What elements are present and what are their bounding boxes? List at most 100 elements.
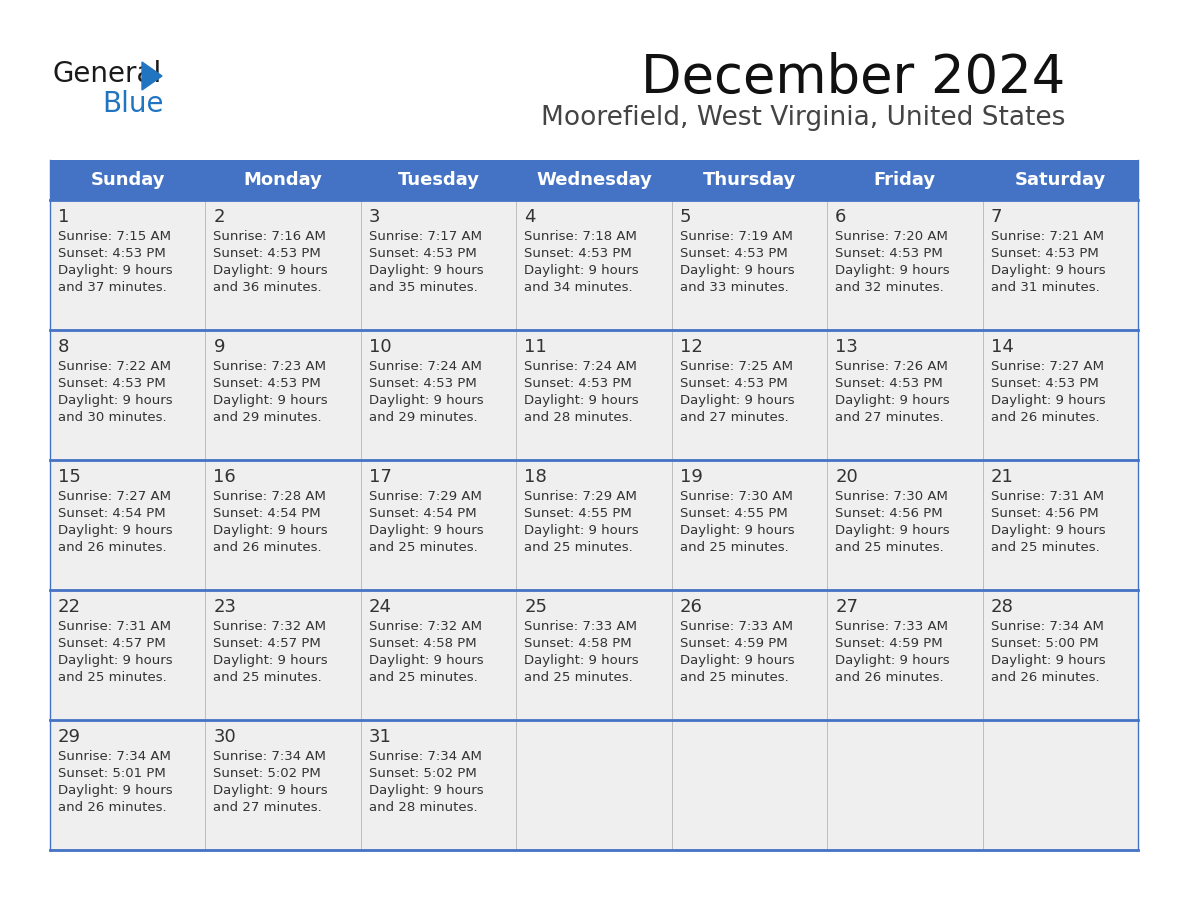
Text: Sunset: 4:57 PM: Sunset: 4:57 PM [58, 637, 166, 650]
Bar [982, 200, 1138, 330]
Bar [206, 720, 361, 850]
Text: Sunrise: 7:20 AM: Sunrise: 7:20 AM [835, 230, 948, 243]
Text: 17: 17 [368, 468, 392, 486]
Text: 7: 7 [991, 208, 1001, 226]
Text: Sunset: 4:53 PM: Sunset: 4:53 PM [214, 377, 321, 390]
Text: and 32 minutes.: and 32 minutes. [835, 281, 944, 294]
Text: Daylight: 9 hours: Daylight: 9 hours [991, 264, 1105, 277]
Bar [50, 590, 206, 720]
Text: General: General [52, 60, 162, 88]
Text: Daylight: 9 hours: Daylight: 9 hours [991, 394, 1105, 407]
Text: 6: 6 [835, 208, 847, 226]
Bar [517, 590, 671, 720]
Text: Daylight: 9 hours: Daylight: 9 hours [368, 524, 484, 537]
Text: 30: 30 [214, 728, 236, 746]
Text: 20: 20 [835, 468, 858, 486]
Text: 28: 28 [991, 598, 1013, 616]
Bar [361, 720, 517, 850]
Text: Sunset: 5:00 PM: Sunset: 5:00 PM [991, 637, 1098, 650]
Text: Daylight: 9 hours: Daylight: 9 hours [214, 394, 328, 407]
Bar [671, 200, 827, 330]
Text: and 28 minutes.: and 28 minutes. [368, 801, 478, 814]
Text: Sunset: 4:53 PM: Sunset: 4:53 PM [58, 247, 166, 260]
Text: Daylight: 9 hours: Daylight: 9 hours [214, 784, 328, 797]
Text: Sunrise: 7:33 AM: Sunrise: 7:33 AM [835, 620, 948, 633]
Bar [671, 460, 827, 590]
Text: and 26 minutes.: and 26 minutes. [991, 671, 1099, 684]
Text: Blue: Blue [102, 90, 164, 118]
Text: Sunset: 4:54 PM: Sunset: 4:54 PM [368, 507, 476, 520]
Text: Sunrise: 7:22 AM: Sunrise: 7:22 AM [58, 360, 171, 373]
Text: Sunset: 4:57 PM: Sunset: 4:57 PM [214, 637, 321, 650]
Text: Sunrise: 7:23 AM: Sunrise: 7:23 AM [214, 360, 327, 373]
Text: Sunrise: 7:15 AM: Sunrise: 7:15 AM [58, 230, 171, 243]
Text: Daylight: 9 hours: Daylight: 9 hours [214, 654, 328, 667]
Text: Sunset: 4:53 PM: Sunset: 4:53 PM [680, 377, 788, 390]
Bar [50, 330, 206, 460]
Text: Thursday: Thursday [703, 171, 796, 189]
Text: Sunset: 4:58 PM: Sunset: 4:58 PM [524, 637, 632, 650]
Bar [206, 330, 361, 460]
Text: Sunset: 4:59 PM: Sunset: 4:59 PM [835, 637, 943, 650]
Text: Saturday: Saturday [1015, 171, 1106, 189]
Text: Sunrise: 7:26 AM: Sunrise: 7:26 AM [835, 360, 948, 373]
Text: and 36 minutes.: and 36 minutes. [214, 281, 322, 294]
Text: 15: 15 [58, 468, 81, 486]
Text: Sunset: 4:53 PM: Sunset: 4:53 PM [835, 247, 943, 260]
Text: and 25 minutes.: and 25 minutes. [524, 671, 633, 684]
Text: 12: 12 [680, 338, 702, 356]
Text: 3: 3 [368, 208, 380, 226]
Text: Daylight: 9 hours: Daylight: 9 hours [680, 524, 795, 537]
Text: Daylight: 9 hours: Daylight: 9 hours [680, 394, 795, 407]
Bar [982, 720, 1138, 850]
Text: and 25 minutes.: and 25 minutes. [680, 541, 789, 554]
Text: Sunrise: 7:25 AM: Sunrise: 7:25 AM [680, 360, 792, 373]
Text: Sunset: 4:56 PM: Sunset: 4:56 PM [991, 507, 1098, 520]
Text: 22: 22 [58, 598, 81, 616]
Text: Sunset: 4:53 PM: Sunset: 4:53 PM [524, 377, 632, 390]
Text: Daylight: 9 hours: Daylight: 9 hours [524, 654, 639, 667]
Text: Sunset: 4:53 PM: Sunset: 4:53 PM [214, 247, 321, 260]
Text: Sunrise: 7:31 AM: Sunrise: 7:31 AM [58, 620, 171, 633]
Text: Sunrise: 7:34 AM: Sunrise: 7:34 AM [368, 750, 481, 763]
Text: Daylight: 9 hours: Daylight: 9 hours [214, 524, 328, 537]
Text: Sunrise: 7:33 AM: Sunrise: 7:33 AM [680, 620, 792, 633]
Text: Sunset: 4:55 PM: Sunset: 4:55 PM [524, 507, 632, 520]
Text: and 33 minutes.: and 33 minutes. [680, 281, 789, 294]
Text: and 26 minutes.: and 26 minutes. [835, 671, 943, 684]
Bar [517, 330, 671, 460]
Polygon shape [143, 62, 162, 90]
Text: Daylight: 9 hours: Daylight: 9 hours [58, 784, 172, 797]
Text: 23: 23 [214, 598, 236, 616]
Text: and 27 minutes.: and 27 minutes. [835, 411, 944, 424]
Text: 21: 21 [991, 468, 1013, 486]
Text: and 25 minutes.: and 25 minutes. [524, 541, 633, 554]
Text: and 37 minutes.: and 37 minutes. [58, 281, 166, 294]
Text: and 29 minutes.: and 29 minutes. [368, 411, 478, 424]
Bar [671, 590, 827, 720]
Text: Sunset: 4:54 PM: Sunset: 4:54 PM [58, 507, 165, 520]
Text: Sunday: Sunday [90, 171, 165, 189]
Bar [206, 460, 361, 590]
Bar [827, 720, 982, 850]
Bar [671, 720, 827, 850]
Text: Sunrise: 7:24 AM: Sunrise: 7:24 AM [524, 360, 637, 373]
Text: Sunset: 4:53 PM: Sunset: 4:53 PM [58, 377, 166, 390]
Text: Daylight: 9 hours: Daylight: 9 hours [214, 264, 328, 277]
Text: Daylight: 9 hours: Daylight: 9 hours [58, 524, 172, 537]
Text: Daylight: 9 hours: Daylight: 9 hours [991, 654, 1105, 667]
Text: Sunset: 4:55 PM: Sunset: 4:55 PM [680, 507, 788, 520]
Text: Sunset: 4:59 PM: Sunset: 4:59 PM [680, 637, 788, 650]
Text: and 31 minutes.: and 31 minutes. [991, 281, 1099, 294]
Bar [982, 460, 1138, 590]
Bar [982, 590, 1138, 720]
Text: Sunset: 4:54 PM: Sunset: 4:54 PM [214, 507, 321, 520]
Text: 13: 13 [835, 338, 858, 356]
Text: Sunrise: 7:34 AM: Sunrise: 7:34 AM [214, 750, 327, 763]
Text: Daylight: 9 hours: Daylight: 9 hours [524, 264, 639, 277]
Text: and 26 minutes.: and 26 minutes. [58, 801, 166, 814]
Text: Daylight: 9 hours: Daylight: 9 hours [368, 654, 484, 667]
Text: and 27 minutes.: and 27 minutes. [680, 411, 789, 424]
Bar [361, 200, 517, 330]
Text: 9: 9 [214, 338, 225, 356]
